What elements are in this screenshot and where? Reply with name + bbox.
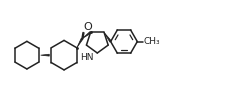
- Polygon shape: [82, 32, 91, 39]
- Polygon shape: [104, 32, 111, 42]
- Text: O: O: [83, 22, 92, 32]
- Text: CH₃: CH₃: [142, 37, 159, 46]
- Polygon shape: [41, 54, 49, 56]
- Polygon shape: [76, 38, 82, 48]
- Text: HN: HN: [80, 53, 93, 62]
